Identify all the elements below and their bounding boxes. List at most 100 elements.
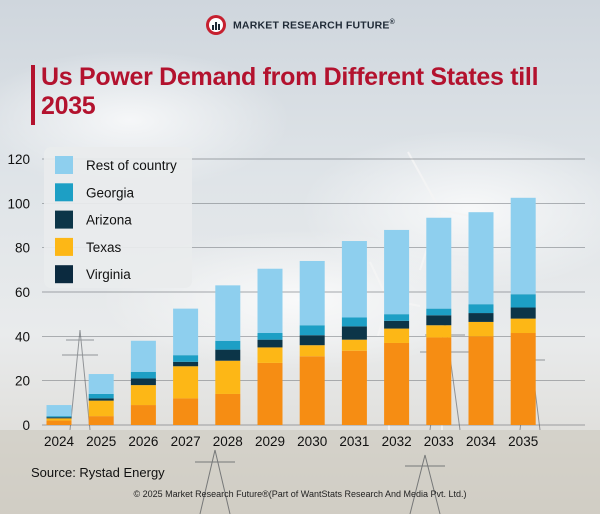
bar-segment-virginia bbox=[299, 356, 325, 425]
bar-segment-georgia bbox=[130, 371, 156, 379]
bar-segment-arizona bbox=[173, 361, 199, 367]
bar-segment-texas bbox=[88, 400, 114, 417]
bar-segment-rest-of-country bbox=[384, 229, 410, 315]
copyright-footer: © 2025 Market Research Future®(Part of W… bbox=[133, 489, 467, 499]
x-tick-label: 2027 bbox=[171, 434, 201, 449]
bar-segment-arizona bbox=[341, 326, 367, 340]
x-tick-label: 2033 bbox=[424, 434, 454, 449]
x-tick-label: 2029 bbox=[255, 434, 285, 449]
bar-segment-arizona bbox=[468, 313, 494, 322]
title-accent-bar bbox=[31, 65, 35, 125]
bar-segment-texas bbox=[215, 360, 241, 394]
x-tick-label: 2032 bbox=[382, 434, 412, 449]
legend-swatch bbox=[55, 156, 73, 174]
bar-segment-georgia bbox=[468, 304, 494, 314]
bar-segment-georgia bbox=[46, 416, 72, 418]
bar-segment-georgia bbox=[426, 308, 452, 316]
bar-segment-texas bbox=[46, 418, 72, 421]
bar-segment-arizona bbox=[215, 349, 241, 361]
legend-entry: Arizona bbox=[86, 213, 132, 228]
bar-segment-virginia bbox=[88, 416, 114, 425]
bar-segment-georgia bbox=[215, 340, 241, 350]
bar-segment-texas bbox=[341, 339, 367, 351]
legend-entry: Rest of country bbox=[86, 158, 177, 173]
legend-entry: Texas bbox=[86, 240, 122, 255]
bar-segment-rest-of-country bbox=[88, 374, 114, 394]
bar-segment-virginia bbox=[468, 336, 494, 425]
bar-segment-texas bbox=[173, 366, 199, 399]
legend: Rest of country Georgia Arizona Texas Virgin… bbox=[44, 147, 192, 288]
brand-logo-icon bbox=[205, 15, 226, 35]
bar-segment-georgia bbox=[257, 333, 283, 340]
x-tick-label: 2026 bbox=[128, 434, 158, 449]
bar-segment-rest-of-country bbox=[510, 197, 536, 295]
bar-segment-arizona bbox=[510, 307, 536, 319]
bar-segment-rest-of-country bbox=[257, 268, 283, 334]
bar-segment-arizona bbox=[299, 335, 325, 346]
bar-segment-rest-of-country bbox=[341, 241, 367, 318]
bar-segment-virginia bbox=[426, 337, 452, 425]
bar-segment-georgia bbox=[510, 294, 536, 308]
x-tick-label: 2031 bbox=[339, 434, 369, 449]
bar-segment-texas bbox=[257, 347, 283, 363]
bar-segment-arizona bbox=[130, 378, 156, 386]
legend-entry: Virginia bbox=[86, 267, 131, 282]
bar-segment-arizona bbox=[384, 320, 410, 329]
y-tick-label: 0 bbox=[22, 418, 30, 433]
chart-title: Us Power Demand from Different States ti… bbox=[41, 63, 539, 120]
bar-segment-rest-of-country bbox=[299, 260, 325, 326]
bar-segment-texas bbox=[468, 321, 494, 337]
x-tick-label: 2028 bbox=[213, 434, 243, 449]
y-tick-label: 100 bbox=[7, 196, 30, 211]
brand-header: MARKET RESEARCH FUTURE® bbox=[0, 14, 600, 41]
legend-box bbox=[44, 147, 192, 288]
bar-segment-virginia bbox=[46, 420, 72, 425]
y-axis: 0 20 40 60 80 100 120 bbox=[7, 152, 30, 433]
legend-entry: Georgia bbox=[86, 185, 135, 200]
x-tick-label: 2030 bbox=[297, 434, 327, 449]
x-tick-label: 2024 bbox=[44, 434, 75, 449]
bar-segment-texas bbox=[130, 385, 156, 406]
source-note: Source: Rystad Energy bbox=[31, 465, 165, 480]
bar-segment-rest-of-country bbox=[215, 285, 241, 341]
bar-segment-virginia bbox=[510, 333, 536, 425]
bar-segment-rest-of-country bbox=[468, 212, 494, 305]
bar-segment-texas bbox=[426, 325, 452, 338]
bar-segment-texas bbox=[384, 328, 410, 343]
bar-segment-texas bbox=[299, 345, 325, 357]
bar-segment-georgia bbox=[384, 314, 410, 321]
bar-segment-georgia bbox=[173, 355, 199, 362]
brand-name: MARKET RESEARCH FUTURE® bbox=[232, 18, 395, 32]
y-tick-label: 40 bbox=[15, 329, 30, 344]
chart-title-block: Us Power Demand from Different States ti… bbox=[31, 63, 551, 125]
power-pylon-icon bbox=[195, 449, 445, 514]
bar-segment-arizona bbox=[46, 417, 72, 419]
legend-swatch bbox=[55, 237, 73, 256]
bar-segment-rest-of-country bbox=[173, 308, 199, 356]
y-tick-label: 80 bbox=[15, 241, 30, 256]
bar-segment-virginia bbox=[215, 393, 241, 425]
bar-segment-virginia bbox=[130, 405, 156, 425]
bar-segment-virginia bbox=[173, 398, 199, 425]
bar-segment-rest-of-country bbox=[426, 217, 452, 309]
legend-swatch bbox=[55, 183, 73, 202]
y-tick-label: 20 bbox=[15, 374, 30, 389]
bars bbox=[46, 197, 536, 425]
bar-segment-arizona bbox=[257, 339, 283, 348]
bar-segment-rest-of-country bbox=[130, 340, 156, 372]
bar-segment-virginia bbox=[341, 350, 367, 425]
x-tick-label: 2034 bbox=[466, 434, 497, 449]
bar-segment-rest-of-country bbox=[46, 405, 72, 417]
y-tick-label: 120 bbox=[7, 152, 30, 167]
bar-segment-georgia bbox=[341, 317, 367, 327]
bar-segment-arizona bbox=[88, 398, 114, 401]
x-tick-label: 2035 bbox=[508, 434, 538, 449]
bar-segment-virginia bbox=[384, 342, 410, 425]
legend-swatch bbox=[55, 265, 73, 284]
bar-segment-georgia bbox=[88, 393, 114, 399]
bar-segment-georgia bbox=[299, 325, 325, 336]
bar-segment-texas bbox=[510, 318, 536, 334]
bar-segment-arizona bbox=[426, 315, 452, 326]
x-axis: 2024 2025 2026 2027 2028 2029 2030 2031 2032 2033… bbox=[44, 434, 538, 449]
y-tick-label: 60 bbox=[15, 285, 30, 300]
